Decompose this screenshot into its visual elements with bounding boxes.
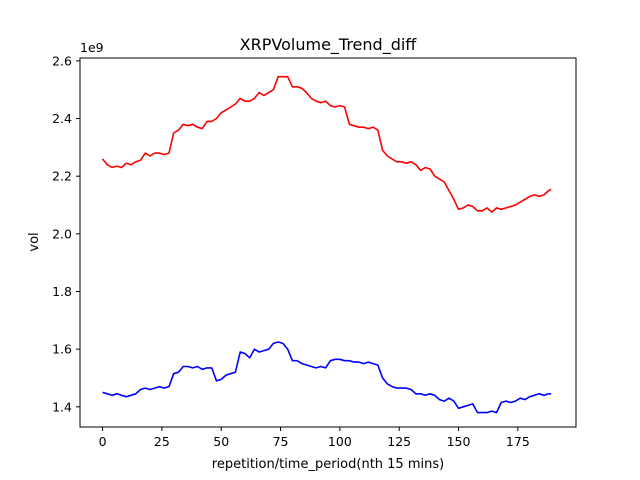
x-tick-label: 175	[506, 434, 530, 449]
series-line-blue	[102, 341, 552, 414]
x-axis-ticks: 0 25 50 75 100 125 150 175	[99, 427, 530, 449]
x-tick-label: 125	[387, 434, 411, 449]
chart-title: XRPVolume_Trend_diff	[240, 35, 418, 55]
axes-frame	[79, 57, 577, 428]
series-layer	[101, 75, 552, 414]
y-axis-label: vol	[27, 232, 42, 251]
y-tick-label: 2.6	[52, 53, 72, 68]
y-tick-label: 2.0	[52, 226, 72, 241]
x-tick-label: 0	[99, 434, 107, 449]
x-tick-label: 150	[447, 434, 471, 449]
y-tick-label: 2.4	[52, 111, 72, 126]
x-tick-label: 50	[213, 434, 229, 449]
y-tick-label: 2.2	[52, 169, 72, 184]
series-line-red	[101, 75, 552, 213]
x-tick-label: 75	[273, 434, 289, 449]
y-tick-label: 1.8	[52, 284, 72, 299]
y-axis-ticks: 1.4 1.6 1.8 2.0 2.2 2.4 2.6	[52, 53, 80, 414]
y-tick-label: 1.6	[52, 342, 72, 357]
x-tick-label: 100	[328, 434, 352, 449]
x-tick-label: 25	[154, 434, 170, 449]
y-tick-label: 1.4	[52, 399, 72, 414]
y-offset-label: 1e9	[80, 40, 104, 55]
x-axis-label: repetition/time_period(nth 15 mins)	[212, 457, 444, 472]
